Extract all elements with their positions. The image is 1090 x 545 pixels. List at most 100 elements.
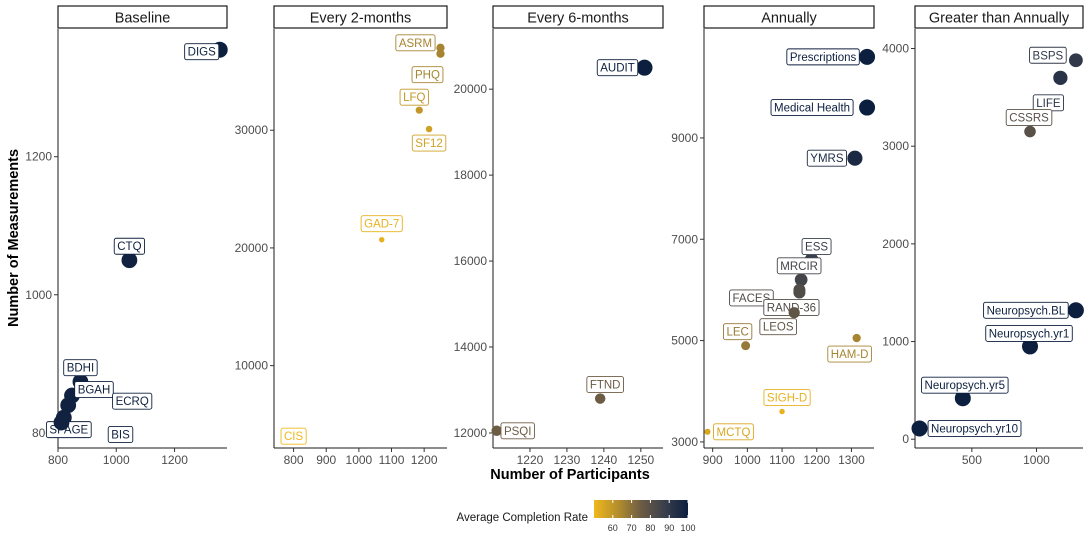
x-tick-label: 1100 — [379, 453, 405, 467]
point-label-text: GAD-7 — [364, 219, 399, 231]
point-label: BGAH — [74, 381, 114, 398]
legend: Average Completion Rate 60 70 80 90 100 — [457, 500, 696, 533]
x-tick-label: 500 — [962, 453, 982, 467]
point-label-text: Neuropsych.BL — [987, 305, 1066, 317]
point-label-text: CIS — [284, 431, 304, 443]
point-label-box — [184, 43, 220, 61]
data-point — [1022, 338, 1039, 355]
point-label-box — [729, 289, 774, 307]
x-tick-label: 1200 — [803, 453, 830, 467]
data-point — [794, 273, 808, 287]
point-label-box — [63, 359, 98, 377]
y-tick-label: 1000 — [882, 335, 909, 349]
point-label-text: FTND — [590, 380, 621, 392]
panel-3: Annually 3000 5000 7000 9000 900 1000 1100 1200 1… — [671, 5, 876, 467]
y-tick-label: 9000 — [671, 131, 698, 145]
point-label-text: BIS — [111, 429, 130, 441]
panel-strip — [57, 5, 228, 29]
panel-strip — [273, 5, 448, 29]
point-label-box — [927, 420, 1022, 437]
point-label-box — [112, 392, 153, 410]
point-label-box — [411, 134, 447, 152]
data-point — [1067, 302, 1084, 319]
point-label-text: LEOS — [763, 322, 794, 334]
point-label-box — [395, 34, 436, 52]
y-tick-label: 14000 — [454, 340, 488, 354]
data-point — [378, 236, 385, 243]
data-point — [60, 397, 77, 414]
x-tick-label: 1300 — [838, 453, 865, 467]
panel-title: Every 6-months — [527, 11, 629, 27]
y-tick-label: 18000 — [454, 168, 488, 182]
point-label-text: CSSRS — [1009, 113, 1049, 125]
data-point — [415, 106, 423, 114]
point-label-text: Neuropsych.yr10 — [931, 423, 1018, 435]
legend-tick-label: 60 — [608, 523, 618, 533]
point-label-text: Neuropsych.yr5 — [925, 380, 1006, 392]
y-tick-label: 7000 — [671, 232, 698, 246]
x-tick-label: 900 — [703, 453, 723, 467]
point-label-box — [770, 99, 854, 116]
point-label-text: BGAH — [78, 385, 111, 397]
panel-4: Greater than Annually 0 1000 2000 3000 4000 50… — [882, 5, 1084, 467]
point-label: PHQ — [411, 66, 444, 84]
point-label-text: ECRQ — [116, 396, 149, 408]
point-label-text: ESS — [805, 242, 828, 254]
point-label-box — [776, 257, 822, 275]
data-point — [779, 408, 785, 415]
y-tick-label: 1200 — [25, 150, 52, 164]
data-point — [793, 286, 806, 299]
x-tick-label: 900 — [316, 453, 336, 467]
x-tick-label: 1200 — [161, 453, 188, 467]
data-point — [1053, 70, 1068, 85]
point-label-text: Neuropsych.yr1 — [989, 328, 1070, 340]
point-label-box — [983, 301, 1069, 319]
point-label: PSQI — [500, 422, 535, 440]
data-point — [425, 125, 433, 133]
point-label-box — [827, 345, 872, 363]
point-label-text: BDHI — [67, 363, 94, 375]
y-tick-label: 16000 — [454, 254, 488, 268]
point-label-text: Medical Health — [774, 103, 850, 115]
point-label: AUDIT — [596, 59, 639, 77]
data-point — [594, 393, 606, 404]
panel-strip — [914, 5, 1084, 29]
x-tick-label: 1230 — [554, 453, 581, 467]
legend-title: Average Completion Rate — [457, 512, 588, 524]
point-label-box — [759, 318, 797, 336]
x-tick-label: 1240 — [591, 453, 618, 467]
point-label-text: PSQI — [504, 426, 531, 438]
point-label-box — [763, 389, 811, 406]
point-label: LEOS — [759, 318, 797, 336]
point-label-text: SIGH-D — [767, 393, 807, 405]
panel-title: Baseline — [115, 11, 171, 27]
point-label: MRCIR — [776, 257, 822, 275]
point-label: MCTQ — [713, 423, 754, 441]
point-label-text: LIFE — [1036, 98, 1061, 110]
y-tick-label: 4000 — [882, 42, 909, 56]
point-label: HAM-D — [827, 345, 872, 363]
legend-tick-label: 80 — [645, 523, 655, 533]
point-label-box — [1005, 109, 1053, 127]
point-label: Neuropsych.yr10 — [927, 420, 1022, 437]
x-tick-label: 1250 — [627, 453, 654, 467]
point-label: CTQ — [113, 237, 145, 255]
point-label-box — [280, 427, 307, 445]
y-tick-label: 5000 — [671, 334, 698, 348]
point-label: YMRS — [806, 149, 847, 167]
panel-title: Greater than Annually — [929, 11, 1070, 27]
point-label: Neuropsych.yr1 — [985, 324, 1073, 342]
legend-tick-label: 100 — [680, 523, 695, 533]
point-label-text: BSPS — [1033, 50, 1064, 62]
x-tick-label: 800 — [284, 453, 304, 467]
point-label: ECRQ — [112, 392, 153, 410]
panel-strip — [703, 5, 875, 29]
point-label: SIGH-D — [763, 389, 811, 406]
data-point — [859, 99, 876, 116]
panel-2: Every 6-months 12000 14000 16000 18000 20000 1… — [454, 5, 664, 467]
data-point — [1068, 53, 1083, 68]
point-label-text: PHQ — [415, 70, 440, 82]
panel-title: Every 2-months — [310, 11, 412, 27]
x-tick-label: 1000 — [103, 453, 130, 467]
